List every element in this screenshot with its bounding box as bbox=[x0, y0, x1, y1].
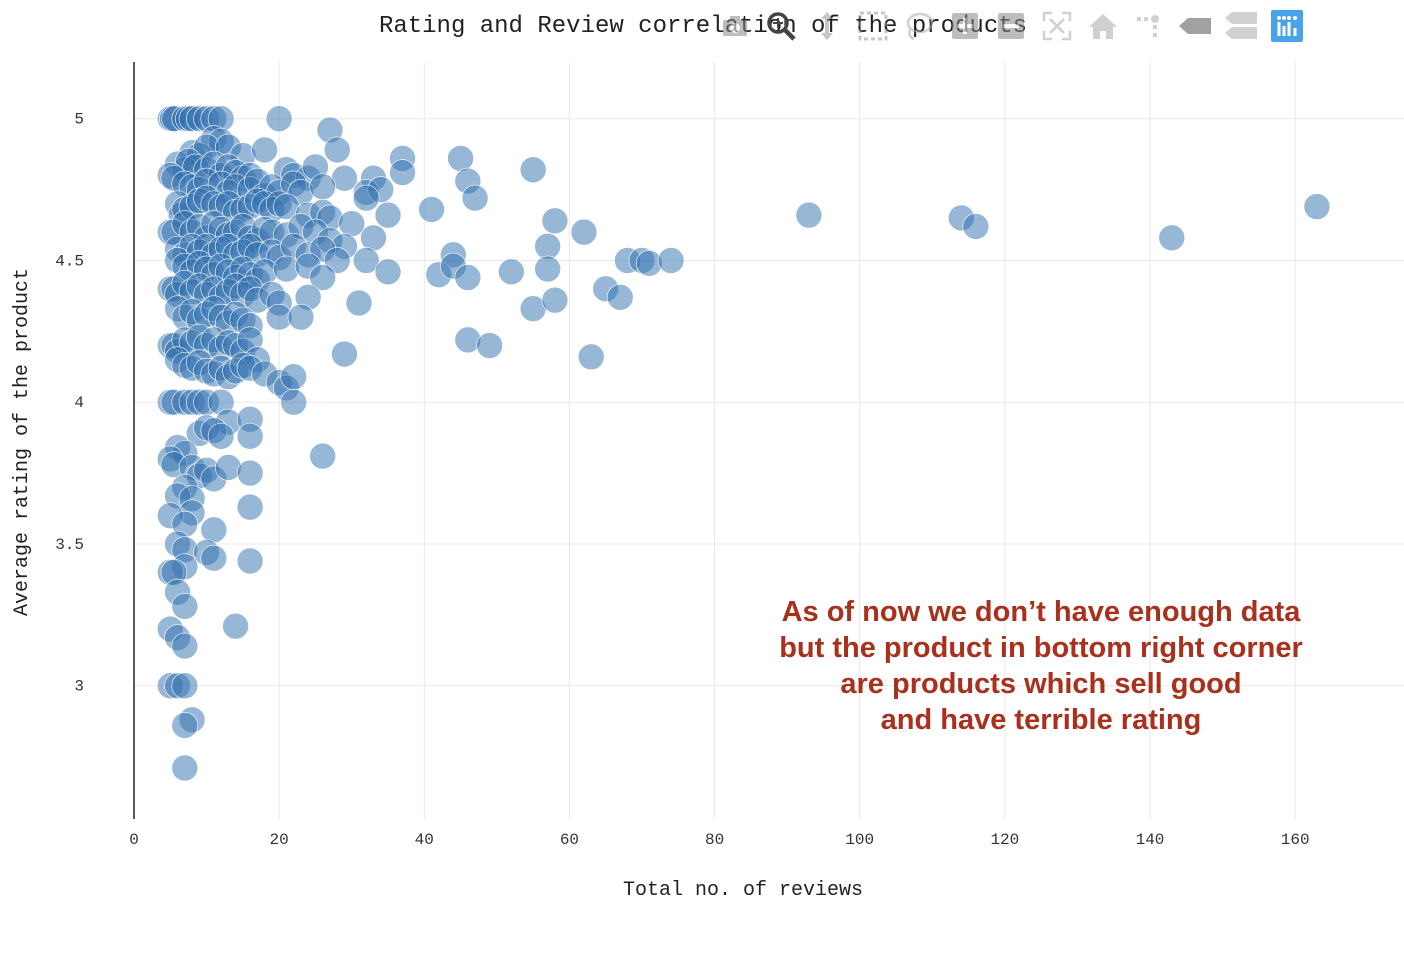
spike-lines-icon[interactable] bbox=[1126, 6, 1172, 46]
data-point[interactable] bbox=[447, 145, 474, 172]
plotly-logo-icon[interactable] bbox=[1264, 6, 1310, 46]
data-point[interactable] bbox=[236, 547, 264, 575]
plot-modebar bbox=[712, 6, 1310, 46]
scatter-points bbox=[156, 105, 1331, 782]
data-point[interactable] bbox=[360, 224, 387, 252]
annotation-line-2: but the product in bottom right corner bbox=[779, 632, 1303, 664]
data-point[interactable] bbox=[1303, 193, 1331, 220]
data-point[interactable] bbox=[962, 213, 990, 240]
data-point[interactable] bbox=[795, 201, 823, 229]
zoom-out-icon[interactable] bbox=[988, 6, 1034, 46]
data-point[interactable] bbox=[280, 388, 307, 416]
data-point[interactable] bbox=[251, 136, 278, 164]
x-tick-label: 60 bbox=[560, 831, 579, 849]
y-tick-label: 3.5 bbox=[55, 536, 84, 554]
zoom-in-icon[interactable] bbox=[942, 6, 988, 46]
data-point[interactable] bbox=[171, 754, 199, 782]
chart-title: Rating and Review correlation of the pro… bbox=[379, 13, 1027, 40]
data-point[interactable] bbox=[323, 136, 351, 164]
x-tick-label: 140 bbox=[1136, 831, 1165, 849]
data-point[interactable] bbox=[519, 156, 547, 184]
y-tick-label: 3 bbox=[74, 678, 84, 696]
data-point[interactable] bbox=[461, 184, 489, 212]
y-tick-label: 4.5 bbox=[55, 252, 84, 270]
x-tick-labels: 0 20 40 60 80 100 120 140 160 bbox=[129, 831, 1309, 849]
data-point[interactable] bbox=[171, 672, 199, 700]
x-tick-label: 20 bbox=[270, 831, 289, 849]
data-point[interactable] bbox=[345, 289, 373, 317]
y-tick-label: 5 bbox=[74, 111, 84, 129]
x-tick-label: 80 bbox=[705, 831, 724, 849]
hover-compare-icon[interactable] bbox=[1218, 6, 1264, 46]
data-point[interactable] bbox=[331, 340, 358, 368]
data-point[interactable] bbox=[222, 612, 249, 640]
data-point[interactable] bbox=[287, 303, 315, 331]
data-point[interactable] bbox=[309, 442, 336, 470]
data-point[interactable] bbox=[171, 632, 199, 660]
data-point[interactable] bbox=[265, 105, 293, 133]
data-point[interactable] bbox=[207, 422, 235, 450]
annotation: As of now we don’t have enough data but … bbox=[779, 596, 1303, 736]
data-point[interactable] bbox=[236, 459, 264, 487]
data-point[interactable] bbox=[200, 516, 228, 544]
x-tick-label: 160 bbox=[1281, 831, 1310, 849]
box-select-icon[interactable] bbox=[850, 6, 896, 46]
data-point[interactable] bbox=[338, 210, 366, 237]
autoscale-icon[interactable] bbox=[1034, 6, 1080, 46]
data-point[interactable] bbox=[374, 258, 402, 286]
x-tick-label: 40 bbox=[415, 831, 434, 849]
y-tick-label: 4 bbox=[74, 394, 84, 412]
annotation-line-1: As of now we don’t have enough data bbox=[782, 596, 1302, 628]
data-point[interactable] bbox=[534, 255, 561, 283]
data-point[interactable] bbox=[541, 286, 569, 314]
data-point[interactable] bbox=[570, 218, 598, 246]
data-point[interactable] bbox=[1158, 224, 1186, 252]
x-tick-label: 0 bbox=[129, 831, 139, 849]
x-axis-title: Total no. of reviews bbox=[623, 879, 863, 902]
data-point[interactable] bbox=[476, 332, 503, 359]
data-point[interactable] bbox=[454, 264, 482, 291]
data-point[interactable] bbox=[418, 196, 445, 223]
data-point[interactable] bbox=[352, 184, 380, 212]
pan-icon[interactable] bbox=[804, 6, 850, 46]
annotation-line-4: and have terrible rating bbox=[881, 704, 1202, 736]
x-tick-label: 120 bbox=[990, 831, 1019, 849]
data-point[interactable] bbox=[309, 173, 336, 201]
data-point[interactable] bbox=[200, 544, 228, 572]
hover-closest-icon[interactable] bbox=[1172, 6, 1218, 46]
data-point[interactable] bbox=[657, 247, 685, 274]
y-axis-title: Average rating of the product bbox=[11, 268, 34, 616]
data-point[interactable] bbox=[280, 363, 307, 391]
camera-icon[interactable] bbox=[712, 6, 758, 46]
data-point[interactable] bbox=[171, 712, 199, 739]
reset-axes-icon[interactable] bbox=[1080, 6, 1126, 46]
data-point[interactable] bbox=[309, 264, 336, 291]
lasso-select-icon[interactable] bbox=[896, 6, 942, 46]
annotation-line-3: are products which sell good bbox=[840, 668, 1241, 700]
data-point[interactable] bbox=[352, 247, 380, 274]
zoom-icon[interactable] bbox=[758, 6, 804, 46]
data-point[interactable] bbox=[236, 422, 264, 450]
data-point[interactable] bbox=[498, 258, 525, 286]
data-point[interactable] bbox=[374, 201, 402, 229]
data-point[interactable] bbox=[534, 232, 561, 260]
x-tick-label: 100 bbox=[845, 831, 874, 849]
data-point[interactable] bbox=[606, 284, 634, 311]
data-point[interactable] bbox=[236, 493, 264, 521]
data-point[interactable] bbox=[541, 207, 569, 235]
y-tick-labels: 3 3.5 4 4.5 5 bbox=[55, 111, 84, 696]
data-point[interactable] bbox=[577, 343, 605, 371]
data-point[interactable] bbox=[171, 593, 199, 620]
data-point[interactable] bbox=[389, 159, 416, 186]
